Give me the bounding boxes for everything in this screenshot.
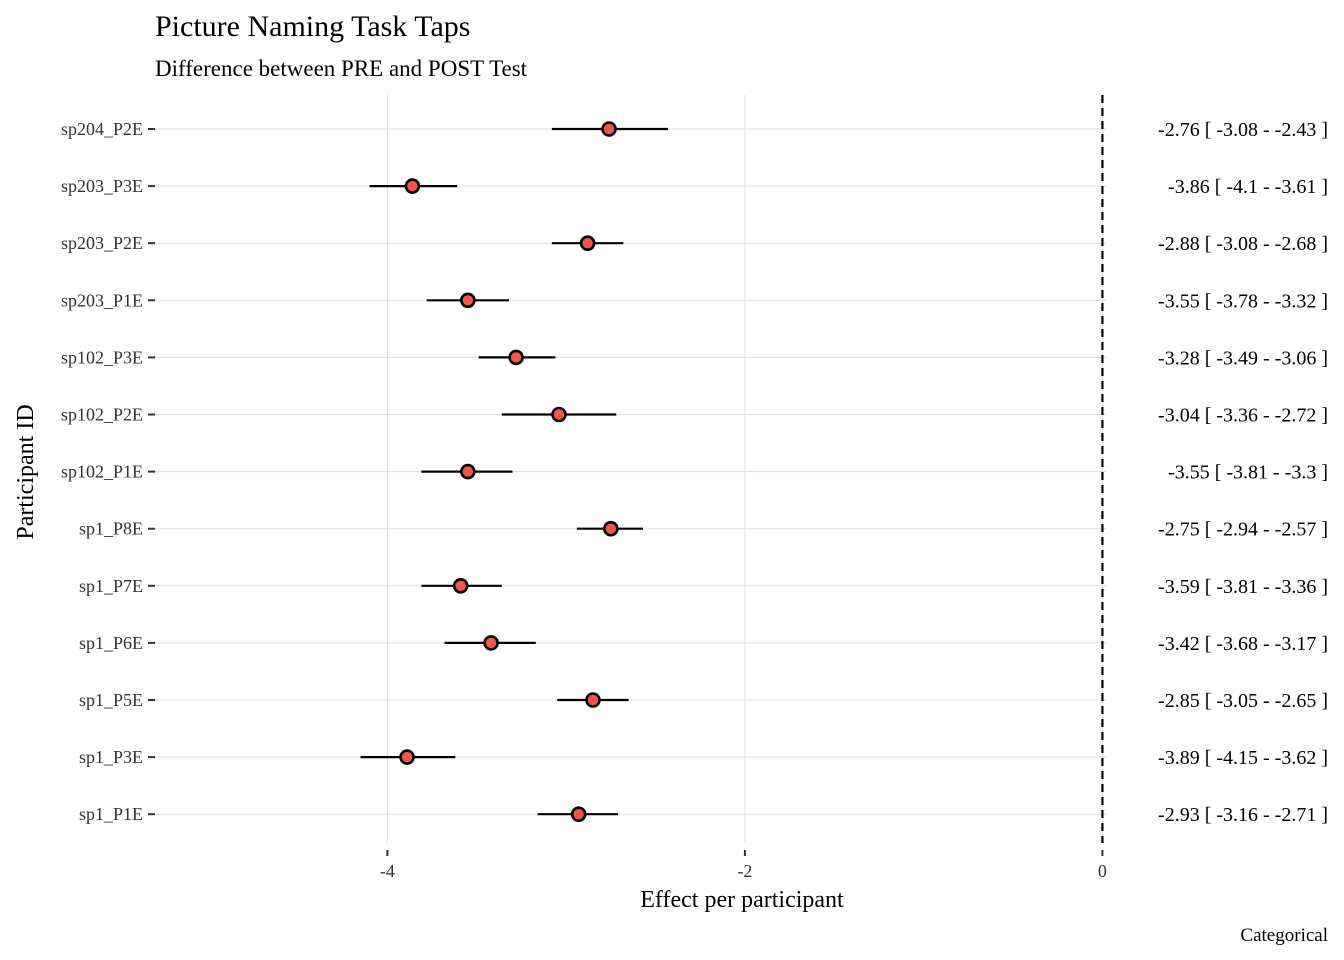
y-tick-label: sp203_P1E bbox=[61, 290, 143, 310]
y-tick-label: sp1_P6E bbox=[79, 633, 143, 653]
y-tick-label: sp102_P2E bbox=[61, 405, 143, 425]
estimate-label: -3.04 [ -3.36 - -2.72 ] bbox=[1158, 405, 1328, 427]
y-tick-label: sp102_P1E bbox=[61, 462, 143, 482]
y-tick-label: sp102_P3E bbox=[61, 347, 143, 367]
point-estimate bbox=[460, 463, 476, 480]
point-estimate bbox=[452, 577, 469, 594]
point-estimate bbox=[404, 178, 421, 194]
x-tick-label: -4 bbox=[380, 861, 395, 881]
estimate-label: -2.76 [ -3.08 - -2.43 ] bbox=[1158, 119, 1328, 141]
estimate-label: -2.88 [ -3.08 - -2.68 ] bbox=[1158, 233, 1328, 255]
estimate-label: -3.42 [ -3.68 - -3.17 ] bbox=[1158, 633, 1328, 655]
point-estimate bbox=[579, 235, 596, 251]
estimate-label: -3.89 [ -4.15 - -3.62 ] bbox=[1158, 747, 1328, 769]
estimate-label: -2.85 [ -3.05 - -2.65 ] bbox=[1158, 690, 1328, 712]
estimate-label: -3.28 [ -3.49 - -3.06 ] bbox=[1158, 347, 1328, 369]
estimate-label: -2.93 [ -3.16 - -2.71 ] bbox=[1158, 804, 1328, 826]
estimate-label: -3.59 [ -3.81 - -3.36 ] bbox=[1158, 576, 1328, 598]
point-estimate bbox=[460, 292, 476, 309]
y-tick-label: sp1_P3E bbox=[79, 747, 143, 767]
estimate-label: -2.75 [ -2.94 - -2.57 ] bbox=[1158, 519, 1328, 541]
point-estimate bbox=[570, 806, 587, 823]
y-tick-label: sp203_P2E bbox=[61, 233, 143, 253]
chart-subtitle: Difference between PRE and POST Test bbox=[155, 56, 528, 81]
x-tick-label: 0 bbox=[1098, 861, 1107, 881]
estimate-label: -3.55 [ -3.81 - -3.3 ] bbox=[1168, 462, 1328, 484]
x-tick-label: -2 bbox=[737, 861, 752, 881]
caption: Categorical bbox=[1240, 925, 1328, 946]
point-estimate bbox=[508, 349, 524, 366]
y-axis-title: Participant ID bbox=[13, 404, 39, 539]
y-tick-label: sp1_P7E bbox=[79, 576, 143, 596]
point-estimate bbox=[551, 406, 567, 423]
point-estimate bbox=[601, 121, 617, 137]
point-estimate bbox=[399, 749, 415, 765]
estimate-label: -3.86 [ -4.1 - -3.61 ] bbox=[1168, 176, 1328, 198]
y-tick-label: sp203_P3E bbox=[61, 176, 143, 196]
x-axis-title: Effect per participant bbox=[640, 887, 844, 913]
point-estimate bbox=[585, 692, 601, 708]
y-tick-label: sp1_P1E bbox=[79, 804, 143, 824]
y-tick-label: sp1_P8E bbox=[79, 519, 143, 539]
y-tick-label: sp204_P2E bbox=[61, 119, 143, 139]
point-estimate bbox=[483, 635, 499, 651]
y-tick-label: sp1_P5E bbox=[79, 690, 143, 710]
point-estimate bbox=[603, 520, 619, 537]
estimate-label: -3.55 [ -3.78 - -3.32 ] bbox=[1158, 290, 1328, 312]
chart-title: Picture Naming Task Taps bbox=[155, 10, 470, 43]
plot-panel: -4 -2 0 sp204_P2E -2.76 [ -3.08 - -2.43 ] sp2… bbox=[61, 95, 1328, 881]
